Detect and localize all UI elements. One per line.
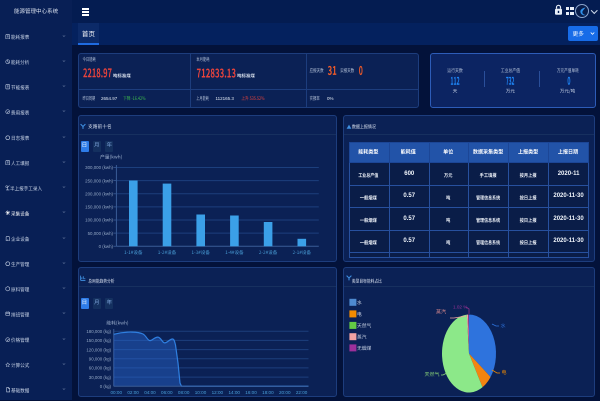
svg-text:0 (kg): 0 (kg) xyxy=(100,384,112,389)
svg-text:150,000 (kwh): 150,000 (kwh) xyxy=(85,205,113,210)
svg-text:12:00: 12:00 xyxy=(212,390,224,395)
svg-text:200,000 (kwh): 200,000 (kwh) xyxy=(85,192,113,197)
svg-text:16:00: 16:00 xyxy=(245,390,257,395)
svg-text:30,000 (kg): 30,000 (kg) xyxy=(89,375,112,380)
svg-text:02:00: 02:00 xyxy=(127,390,139,395)
svg-text:06:00: 06:00 xyxy=(161,390,173,395)
svg-text:08:00: 08:00 xyxy=(178,390,190,395)
svg-text:0 (kwh): 0 (kwh) xyxy=(99,244,114,249)
svg-text:90,000 (kg): 90,000 (kg) xyxy=(89,357,112,362)
svg-text:120,000 (kg): 120,000 (kg) xyxy=(86,347,111,352)
svg-text:04:00: 04:00 xyxy=(144,390,156,395)
svg-text:100,000 (kwh): 100,000 (kwh) xyxy=(85,218,113,223)
svg-text:18:00: 18:00 xyxy=(262,390,274,395)
svg-text:50,000 (kwh): 50,000 (kwh) xyxy=(88,231,114,236)
svg-text:20:00: 20:00 xyxy=(279,390,291,395)
svg-text:150,000 (kg): 150,000 (kg) xyxy=(86,338,111,343)
svg-text:22:00: 22:00 xyxy=(296,390,308,395)
svg-text:250,000 (kwh): 250,000 (kwh) xyxy=(85,178,113,183)
svg-text:180,000 (kg): 180,000 (kg) xyxy=(86,329,111,334)
svg-text:14:00: 14:00 xyxy=(228,390,240,395)
svg-text:300,000 (kwh): 300,000 (kwh) xyxy=(85,165,113,170)
svg-text:00:00: 00:00 xyxy=(111,390,123,395)
svg-text:60,000 (kg): 60,000 (kg) xyxy=(89,366,112,371)
svg-text:1.02 %: 1.02 % xyxy=(453,305,467,310)
svg-text:10:00: 10:00 xyxy=(195,390,207,395)
